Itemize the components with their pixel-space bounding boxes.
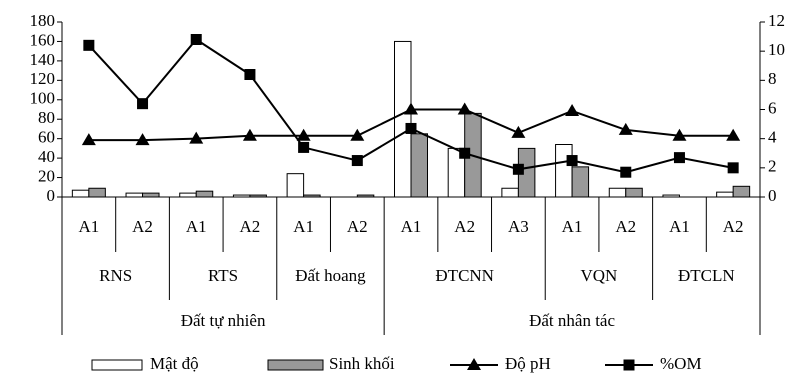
group-label: RNS [99,266,132,285]
y-tick-label: 180 [30,11,56,30]
x-tick-label: A2 [454,217,475,236]
point [565,103,580,116]
point [189,131,204,144]
group-label: VQN [581,266,618,285]
bar [249,194,267,198]
group-label: ĐTCLN [678,266,735,285]
bar [571,166,590,198]
x-tick-label: A2 [723,217,744,236]
bar [410,133,428,198]
legend-swatch [267,359,324,371]
point [726,128,741,141]
x-tick-label: A2 [240,217,261,236]
y-tick-label: 100 [30,89,56,108]
y2-tick-label: 8 [768,69,777,88]
bar [555,144,573,198]
point [244,69,256,80]
point [137,98,149,110]
bar [356,194,375,198]
x-tick-label: A1 [669,217,690,236]
point [673,152,685,164]
x-tick-label: A1 [186,217,207,236]
bar [88,187,106,198]
point [511,125,526,138]
y2-tick-label: 10 [768,40,785,59]
legend-marker [467,358,481,370]
x-tick-label: A1 [293,217,314,236]
point [404,102,418,115]
legend-label: Mật độ [150,354,199,373]
legend-marker [623,359,635,371]
x-tick-label: A2 [132,217,153,236]
bar [142,192,160,198]
group-label: RTS [208,266,238,285]
legend-label: Độ pH [505,354,551,373]
bar [179,192,197,198]
bar [501,187,519,198]
x-tick-label: A1 [562,217,583,236]
y-tick-label: 140 [30,50,56,69]
bar [286,173,305,198]
x-tick-label: A1 [78,217,99,236]
point [566,155,578,167]
bar [232,194,251,198]
legend-label: %OM [660,354,702,373]
bar [608,187,627,198]
legend-label: Sinh khối [329,354,395,373]
point [190,34,202,45]
y2-tick-label: 6 [768,98,777,117]
bar [394,40,412,198]
y-tick-label: 160 [30,30,56,49]
point [351,155,363,167]
y-tick-label: 80 [38,108,55,127]
bar [732,185,751,198]
supergroup-label: Đất nhân tác [529,311,615,330]
x-tick-label: A2 [347,217,368,236]
point [298,141,310,153]
point [459,147,471,159]
point [242,128,257,141]
point [727,162,739,174]
supergroup-label: Đất tự nhiên [181,311,266,330]
x-tick-label: A3 [508,217,529,236]
point [350,128,365,141]
point [457,102,472,115]
point [405,122,417,134]
point [618,122,633,135]
group-label: ĐTCNN [435,266,494,285]
y-tick-label: 120 [30,69,56,88]
point [81,133,96,146]
y2-tick-label: 4 [768,128,777,147]
group-label: Đất hoang [295,266,366,285]
bar [71,189,90,198]
x-tick-label: A2 [615,217,636,236]
point [672,128,687,141]
y-tick-label: 20 [38,166,55,185]
y2-tick-label: 12 [768,11,785,30]
y-tick-label: 40 [38,147,55,166]
y-tick-label: 60 [38,128,55,147]
y2-tick-label: 2 [768,157,777,176]
point [135,133,150,146]
legend-swatch [91,359,143,371]
bar [195,190,214,198]
bar [303,194,321,198]
bar [662,194,680,198]
bar [625,187,643,198]
bar [716,191,734,198]
point [83,39,95,51]
x-tick-label: A1 [401,217,422,236]
point [620,166,632,178]
y2-tick-label: 0 [768,186,777,205]
point [512,163,524,175]
point [296,128,311,141]
y-tick-label: 0 [47,186,56,205]
bar [125,192,144,198]
